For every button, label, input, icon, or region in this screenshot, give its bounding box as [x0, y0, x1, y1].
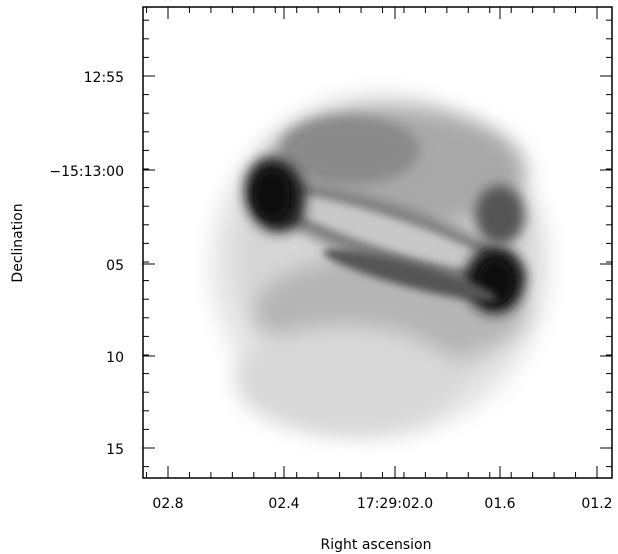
y-axis-title: Declination	[10, 203, 26, 282]
y-tick-label-1: −15:13:00	[49, 164, 124, 180]
x-axis-title: Right ascension	[321, 537, 432, 553]
x-tick-label-4: 01.2	[581, 496, 612, 512]
y-tick-label-0: 12:55	[84, 70, 124, 86]
plot-frame	[142, 6, 613, 479]
y-tick-label-2: 05	[106, 258, 124, 274]
major-ticks	[143, 7, 612, 478]
x-tick-label-2: 17:29:02.0	[357, 496, 433, 512]
y-tick-label-3: 10	[106, 350, 124, 366]
nebula-image	[210, 93, 550, 437]
x-tick-label-0: 02.8	[152, 496, 183, 512]
x-tick-label-1: 02.4	[268, 496, 299, 512]
x-tick-label-3: 01.6	[484, 496, 515, 512]
y-tick-label-4: 15	[106, 442, 124, 458]
